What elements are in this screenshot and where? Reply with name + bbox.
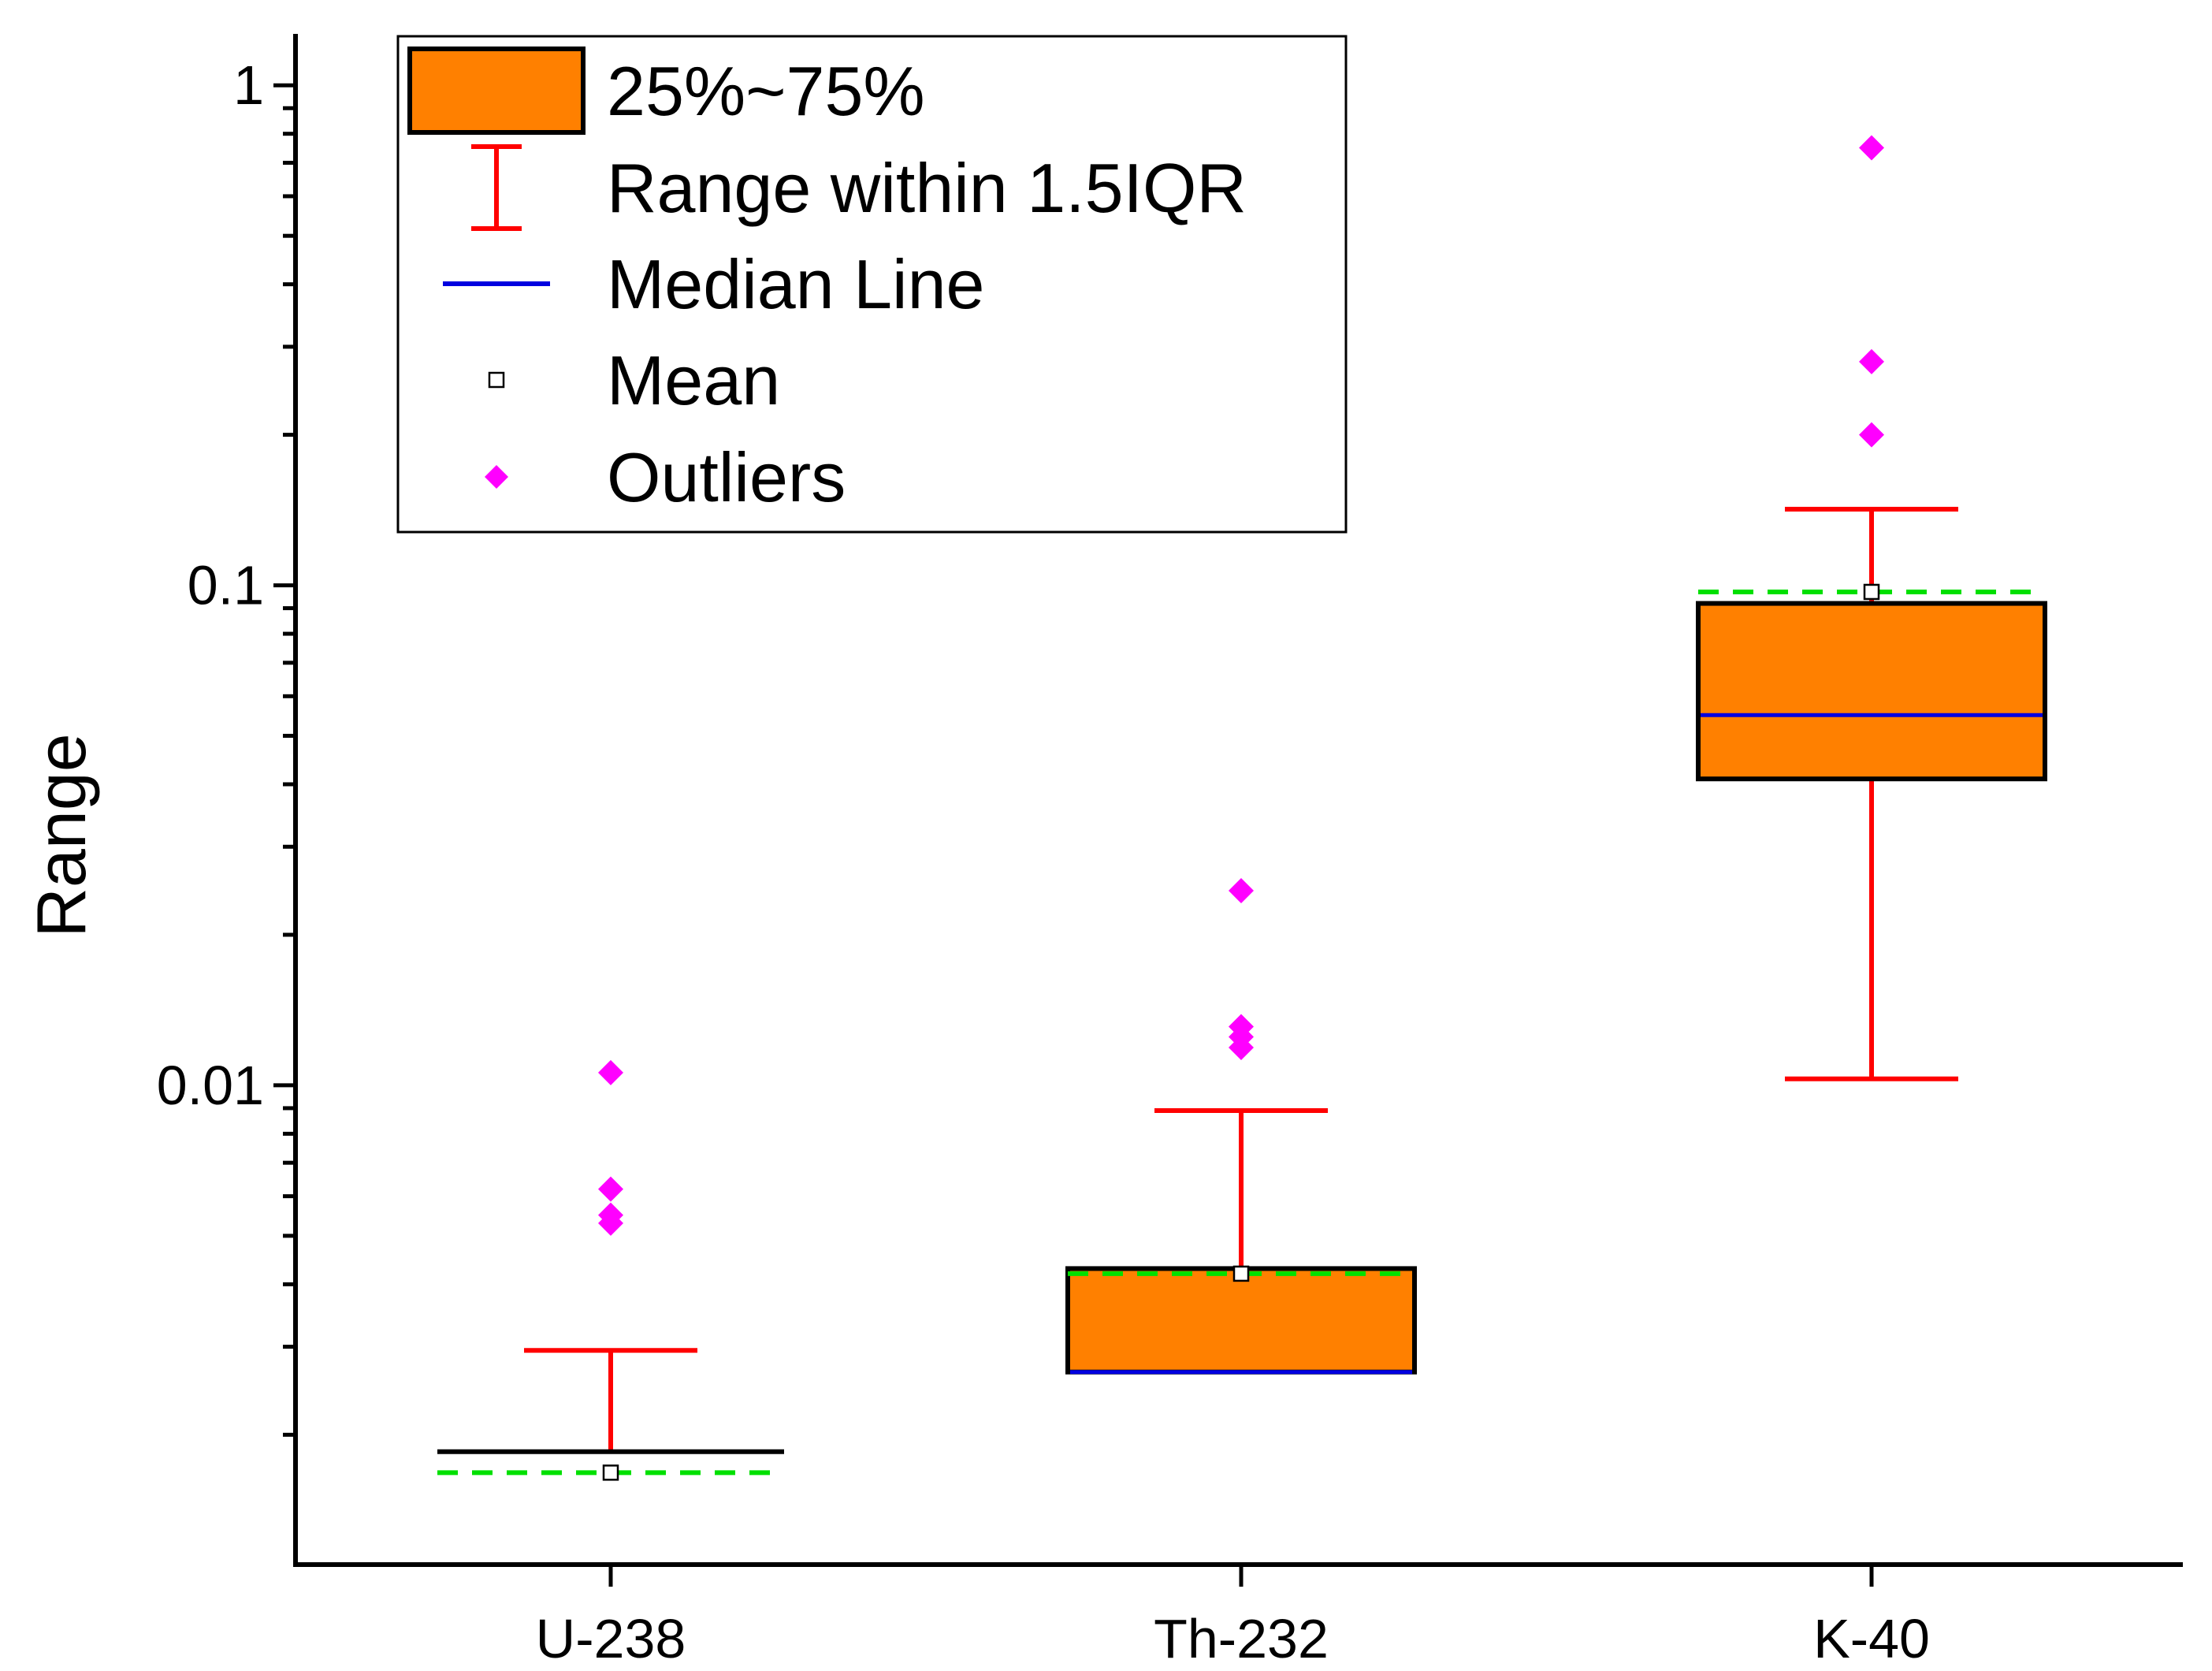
- legend-label-median: Median Line: [607, 245, 984, 323]
- box-group-k-40: [1696, 135, 2047, 1081]
- outlier-point: [598, 1059, 623, 1085]
- outlier-point: [1229, 878, 1254, 904]
- legend-label-outlier: Outliers: [607, 438, 846, 516]
- mean-marker: [602, 1464, 619, 1481]
- legend-box-swatch: [407, 47, 586, 135]
- iqr-box: [1696, 601, 2047, 782]
- outlier-point: [598, 1176, 623, 1202]
- legend: 25%~75% Range within 1.5IQR Median Line Mea…: [396, 35, 1348, 534]
- x-tick-label: Th-232: [1154, 1608, 1329, 1669]
- mean-marker: [1232, 1265, 1250, 1282]
- y-tick-label: 0.1: [188, 555, 264, 616]
- legend-mean-swatch: [488, 371, 505, 389]
- iqr-box: [1065, 1266, 1417, 1375]
- y-axis-title: Range: [22, 733, 100, 937]
- outlier-point: [1859, 348, 1884, 374]
- legend-label-mean: Mean: [607, 341, 780, 419]
- plot-area: [437, 135, 2047, 1481]
- x-tick-label: K-40: [1813, 1608, 1930, 1669]
- axes: 0.01 0.1 1 U-238 Th-232 K-40: [157, 34, 2183, 1669]
- x-tick-label: U-238: [536, 1608, 686, 1669]
- outlier-point: [598, 1210, 623, 1236]
- outlier-point: [1859, 135, 1884, 161]
- y-tick-label: 0.01: [157, 1055, 264, 1116]
- outlier-point: [1859, 422, 1884, 448]
- outlier-point: [1229, 1034, 1254, 1060]
- legend-outlier-swatch: [485, 465, 508, 489]
- box-group-u-238: [437, 1059, 784, 1481]
- legend-label-whisker: Range within 1.5IQR: [607, 149, 1247, 227]
- legend-label-box: 25%~75%: [607, 52, 925, 130]
- box-group-th-232: [1065, 878, 1417, 1375]
- y-tick-label: 1: [233, 54, 264, 116]
- mean-marker: [1863, 583, 1880, 601]
